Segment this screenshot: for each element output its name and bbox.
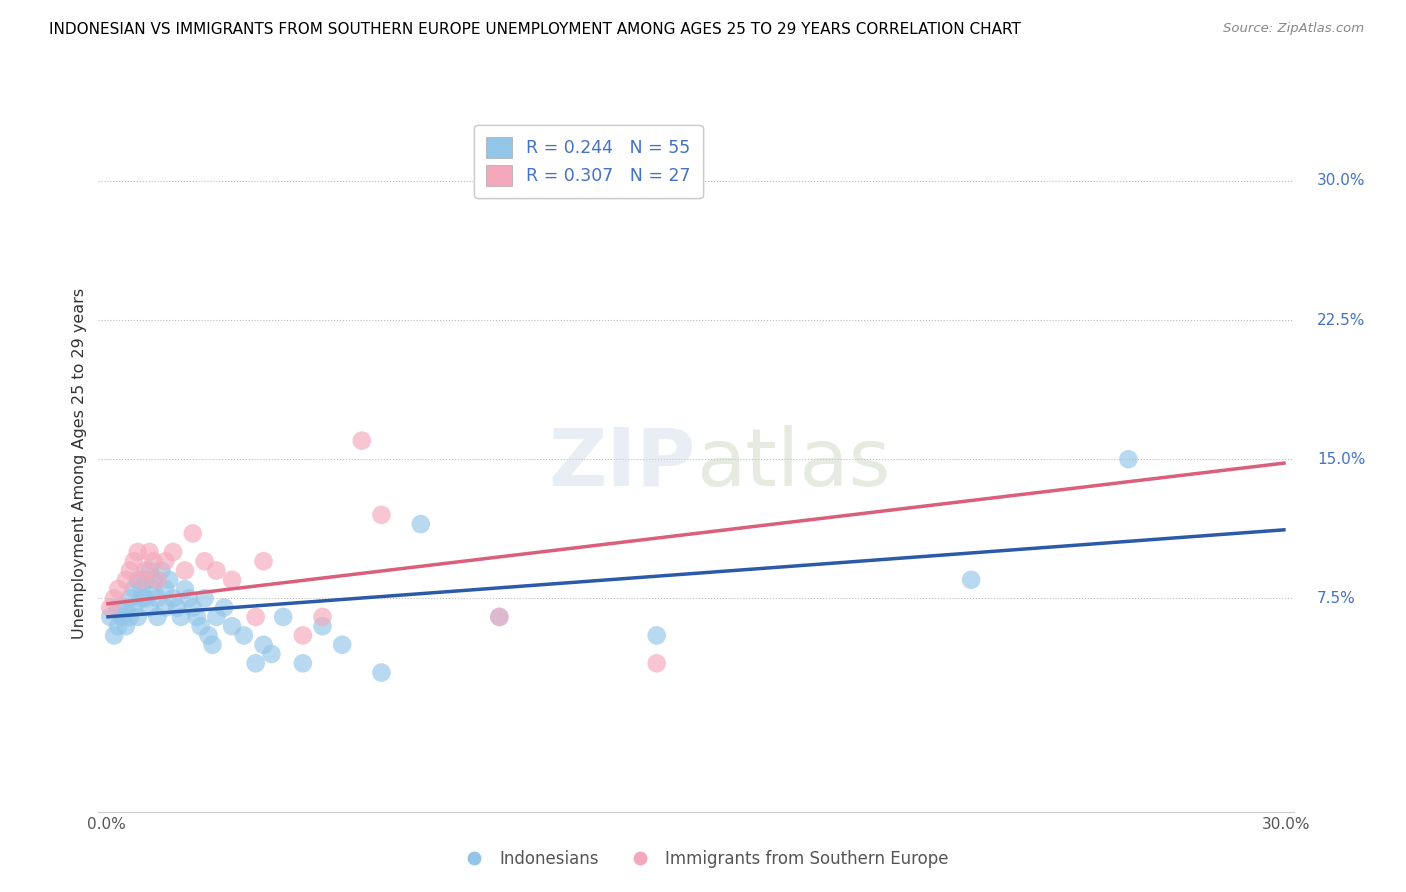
Point bbox=[115, 619, 138, 633]
Point bbox=[221, 573, 243, 587]
Point bbox=[115, 600, 138, 615]
Point bbox=[131, 591, 153, 606]
Point bbox=[107, 619, 129, 633]
Point bbox=[118, 564, 141, 578]
Point bbox=[142, 554, 165, 568]
Point bbox=[960, 573, 983, 587]
Point bbox=[181, 600, 204, 615]
Point bbox=[330, 638, 353, 652]
Point bbox=[190, 619, 212, 633]
Point bbox=[107, 600, 129, 615]
Point bbox=[131, 582, 153, 596]
Point bbox=[135, 564, 157, 578]
Point bbox=[142, 582, 165, 596]
Point bbox=[142, 573, 165, 587]
Text: 7.5%: 7.5% bbox=[1317, 591, 1355, 606]
Text: INDONESIAN VS IMMIGRANTS FROM SOUTHERN EUROPE UNEMPLOYMENT AMONG AGES 25 TO 29 Y: INDONESIAN VS IMMIGRANTS FROM SOUTHERN E… bbox=[49, 22, 1021, 37]
Point bbox=[122, 600, 145, 615]
Point bbox=[162, 591, 184, 606]
Point bbox=[205, 610, 228, 624]
Point bbox=[197, 628, 219, 642]
Point bbox=[138, 545, 160, 559]
Point bbox=[181, 526, 204, 541]
Point bbox=[155, 582, 177, 596]
Point bbox=[311, 619, 333, 633]
Point bbox=[174, 582, 197, 596]
Point bbox=[103, 591, 125, 606]
Point bbox=[103, 628, 125, 642]
Point bbox=[155, 600, 177, 615]
Point bbox=[370, 508, 392, 522]
Text: Source: ZipAtlas.com: Source: ZipAtlas.com bbox=[1223, 22, 1364, 36]
Point bbox=[645, 628, 668, 642]
Legend: R = 0.244   N = 55, R = 0.307   N = 27: R = 0.244 N = 55, R = 0.307 N = 27 bbox=[474, 125, 703, 198]
Point bbox=[252, 638, 274, 652]
Text: ZIP: ZIP bbox=[548, 425, 696, 503]
Point bbox=[135, 573, 157, 587]
Point bbox=[157, 573, 180, 587]
Point bbox=[146, 591, 169, 606]
Point bbox=[111, 610, 134, 624]
Point bbox=[98, 600, 121, 615]
Point bbox=[170, 610, 193, 624]
Point bbox=[127, 545, 149, 559]
Point bbox=[118, 591, 141, 606]
Point bbox=[221, 619, 243, 633]
Point bbox=[205, 564, 228, 578]
Point bbox=[118, 610, 141, 624]
Point bbox=[122, 582, 145, 596]
Point bbox=[193, 554, 215, 568]
Point bbox=[186, 610, 208, 624]
Point bbox=[166, 600, 188, 615]
Point bbox=[127, 573, 149, 587]
Point bbox=[162, 545, 184, 559]
Point bbox=[311, 610, 333, 624]
Point bbox=[1118, 452, 1140, 467]
Point bbox=[645, 657, 668, 671]
Point bbox=[177, 591, 200, 606]
Point bbox=[138, 600, 160, 615]
Point bbox=[291, 628, 314, 642]
Text: 15.0%: 15.0% bbox=[1317, 451, 1365, 467]
Point bbox=[252, 554, 274, 568]
Point bbox=[146, 610, 169, 624]
Point bbox=[350, 434, 373, 448]
Point bbox=[201, 638, 224, 652]
Point bbox=[488, 610, 510, 624]
Point bbox=[260, 647, 283, 661]
Point bbox=[107, 582, 129, 596]
Text: 30.0%: 30.0% bbox=[1317, 173, 1365, 188]
Point bbox=[370, 665, 392, 680]
Text: 22.5%: 22.5% bbox=[1317, 312, 1365, 327]
Point bbox=[155, 554, 177, 568]
Text: atlas: atlas bbox=[696, 425, 890, 503]
Point bbox=[271, 610, 294, 624]
Point bbox=[232, 628, 254, 642]
Point bbox=[212, 600, 235, 615]
Point bbox=[131, 573, 153, 587]
Y-axis label: Unemployment Among Ages 25 to 29 years: Unemployment Among Ages 25 to 29 years bbox=[72, 288, 87, 640]
Point bbox=[488, 610, 510, 624]
Point bbox=[193, 591, 215, 606]
Point bbox=[245, 657, 267, 671]
Point bbox=[127, 610, 149, 624]
Point bbox=[115, 573, 138, 587]
Point bbox=[138, 564, 160, 578]
Point bbox=[150, 564, 173, 578]
Point bbox=[122, 554, 145, 568]
Legend: Indonesians, Immigrants from Southern Europe: Indonesians, Immigrants from Southern Eu… bbox=[451, 844, 955, 875]
Point bbox=[291, 657, 314, 671]
Point bbox=[146, 573, 169, 587]
Point bbox=[135, 591, 157, 606]
Point bbox=[409, 517, 432, 532]
Point bbox=[98, 610, 121, 624]
Point bbox=[245, 610, 267, 624]
Point bbox=[174, 564, 197, 578]
